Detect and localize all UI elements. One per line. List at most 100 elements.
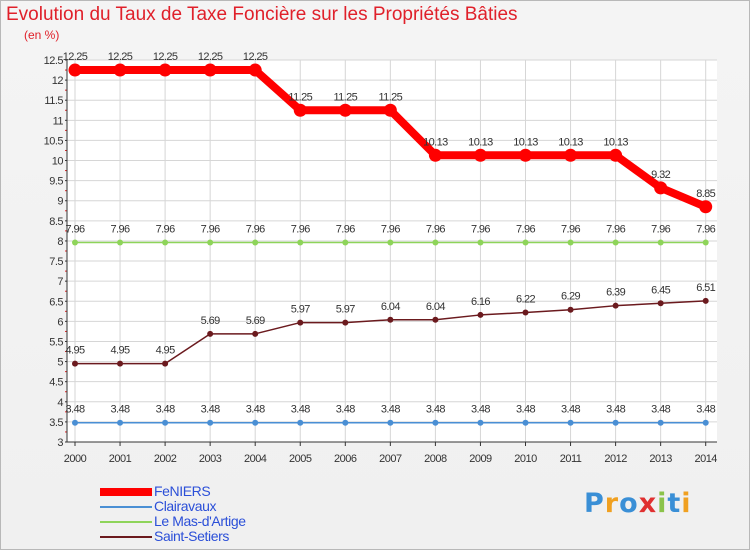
data-point-saint-setiers bbox=[72, 360, 78, 367]
data-point-saint-setiers bbox=[702, 297, 709, 304]
y-tick-label: 11 bbox=[53, 115, 64, 127]
logo-letter: P bbox=[584, 488, 605, 519]
data-label-le-mas-d-artige: 7.96 bbox=[516, 224, 535, 236]
data-point-clairavaux bbox=[702, 419, 709, 426]
data-point-clairavaux bbox=[657, 419, 664, 426]
data-point-saint-setiers bbox=[297, 319, 304, 326]
data-point-clairavaux bbox=[567, 419, 574, 426]
y-tick-label: 12.5 bbox=[44, 55, 64, 67]
data-label-saint-setiers: 4.95 bbox=[65, 345, 84, 357]
data-label-saint-setiers: 4.95 bbox=[111, 345, 130, 357]
data-label-clairavaux: 3.48 bbox=[65, 404, 84, 416]
data-point-clairavaux bbox=[432, 419, 439, 426]
data-point-clairavaux bbox=[72, 419, 78, 426]
data-label-feniers: 10.13 bbox=[603, 136, 628, 148]
data-point-saint-setiers bbox=[207, 330, 214, 337]
y-tick-label: 8.5 bbox=[49, 216, 63, 228]
data-label-saint-setiers: 4.95 bbox=[156, 345, 175, 357]
y-tick-label: 9.5 bbox=[49, 176, 63, 188]
x-tick-label: 2010 bbox=[514, 453, 537, 465]
legend-swatch bbox=[100, 488, 152, 496]
data-point-clairavaux bbox=[162, 419, 169, 426]
data-point-feniers bbox=[519, 148, 532, 162]
data-label-le-mas-d-artige: 7.96 bbox=[381, 224, 400, 236]
plot-area bbox=[67, 60, 717, 442]
x-tick-label: 2013 bbox=[649, 453, 672, 465]
data-label-le-mas-d-artige: 7.96 bbox=[111, 224, 130, 236]
data-label-saint-setiers: 6.45 bbox=[651, 284, 670, 296]
x-tick-label: 2004 bbox=[244, 453, 267, 465]
legend-swatch bbox=[100, 506, 152, 508]
y-tick-label: 5 bbox=[57, 357, 63, 369]
data-label-clairavaux: 3.48 bbox=[606, 404, 625, 416]
data-label-feniers: 11.25 bbox=[378, 91, 402, 103]
data-label-feniers: 10.13 bbox=[423, 136, 448, 148]
data-point-feniers bbox=[293, 103, 307, 117]
data-point-feniers bbox=[699, 200, 713, 214]
data-point-le-mas-d-artige bbox=[567, 239, 574, 246]
y-tick-label: 4 bbox=[57, 397, 63, 409]
y-tick-label: 10.5 bbox=[44, 135, 64, 147]
logo-letter: i bbox=[681, 488, 692, 519]
x-tick-label: 2001 bbox=[109, 453, 132, 465]
x-tick-label: 2009 bbox=[469, 453, 492, 465]
chart-title: Evolution du Taux de Taxe Foncière sur l… bbox=[6, 4, 518, 25]
data-label-saint-setiers: 6.51 bbox=[696, 282, 715, 294]
y-tick-label: 6.5 bbox=[49, 296, 63, 308]
data-label-clairavaux: 3.48 bbox=[156, 404, 175, 416]
data-label-saint-setiers: 6.39 bbox=[606, 287, 625, 299]
data-point-feniers bbox=[654, 181, 668, 195]
data-point-le-mas-d-artige bbox=[72, 239, 78, 246]
logo-letter: x bbox=[638, 488, 658, 519]
x-tick-label: 2012 bbox=[604, 453, 627, 465]
data-label-feniers: 12.25 bbox=[63, 51, 88, 63]
data-label-le-mas-d-artige: 7.96 bbox=[246, 224, 265, 236]
logo-letter: o bbox=[619, 488, 639, 519]
data-point-le-mas-d-artige bbox=[342, 239, 349, 246]
data-label-clairavaux: 3.48 bbox=[111, 404, 130, 416]
y-tick-label: 7 bbox=[57, 276, 63, 288]
data-point-feniers bbox=[338, 103, 352, 117]
data-point-le-mas-d-artige bbox=[432, 239, 439, 246]
data-point-feniers bbox=[473, 148, 487, 162]
data-label-feniers: 12.25 bbox=[198, 51, 223, 63]
data-label-le-mas-d-artige: 7.96 bbox=[426, 224, 445, 236]
data-label-clairavaux: 3.48 bbox=[651, 404, 670, 416]
logo-letter: i bbox=[657, 488, 668, 519]
data-label-le-mas-d-artige: 7.96 bbox=[651, 224, 670, 236]
series-layer bbox=[68, 63, 713, 426]
data-point-clairavaux bbox=[207, 419, 214, 426]
data-label-clairavaux: 3.48 bbox=[336, 404, 355, 416]
data-label-saint-setiers: 6.29 bbox=[561, 291, 580, 303]
data-label-feniers: 10.13 bbox=[513, 136, 538, 148]
data-label-le-mas-d-artige: 7.96 bbox=[471, 224, 490, 236]
data-label-feniers: 12.25 bbox=[153, 51, 178, 63]
data-label-le-mas-d-artige: 7.96 bbox=[606, 224, 625, 236]
data-label-clairavaux: 3.48 bbox=[471, 404, 490, 416]
x-tick-label: 2007 bbox=[379, 453, 402, 465]
data-label-clairavaux: 3.48 bbox=[201, 404, 220, 416]
data-label-feniers: 11.25 bbox=[333, 91, 357, 103]
data-label-clairavaux: 3.48 bbox=[561, 404, 580, 416]
logo-letter: t bbox=[667, 488, 682, 519]
data-point-saint-setiers bbox=[117, 360, 124, 367]
data-label-saint-setiers: 5.69 bbox=[201, 315, 220, 327]
data-point-feniers bbox=[564, 148, 578, 162]
data-point-clairavaux bbox=[522, 419, 529, 426]
data-point-saint-setiers bbox=[387, 316, 394, 323]
data-point-le-mas-d-artige bbox=[252, 239, 259, 246]
data-labels: 3.48 3.48 3.48 3.48 3.48 3.48 3.48 3.48 3.48 3.48… bbox=[63, 51, 717, 416]
legend-label: Saint-Setiers bbox=[154, 528, 229, 544]
data-label-le-mas-d-artige: 7.96 bbox=[201, 224, 220, 236]
data-label-clairavaux: 3.48 bbox=[696, 404, 715, 416]
data-label-feniers: 12.25 bbox=[243, 51, 268, 63]
data-label-clairavaux: 3.48 bbox=[381, 404, 400, 416]
data-point-le-mas-d-artige bbox=[522, 239, 529, 246]
data-label-feniers: 9.32 bbox=[651, 169, 670, 181]
data-point-clairavaux bbox=[477, 419, 484, 426]
proxiti-logo: Proxiti bbox=[584, 488, 692, 519]
data-point-feniers bbox=[68, 63, 82, 77]
data-label-saint-setiers: 6.04 bbox=[381, 301, 400, 313]
legend-label: FeNIERS bbox=[154, 483, 211, 499]
data-point-le-mas-d-artige bbox=[387, 239, 394, 246]
